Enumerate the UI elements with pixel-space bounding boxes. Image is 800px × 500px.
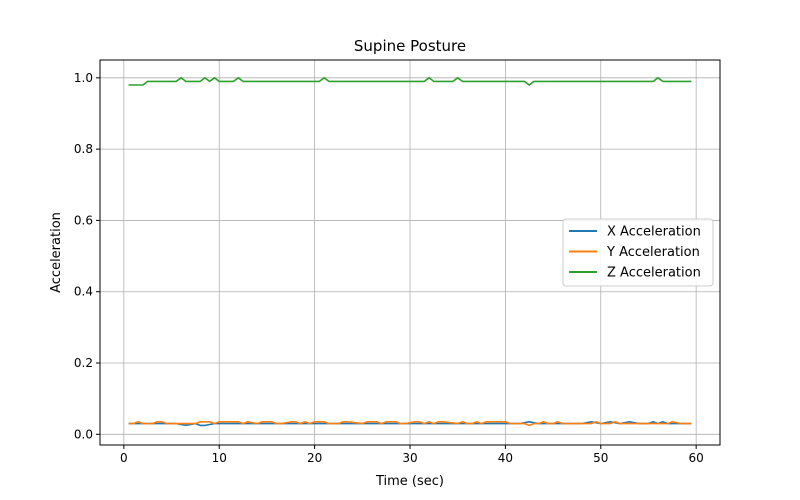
x-tick-label: 30 — [402, 451, 417, 465]
y-tick-label: 0.6 — [74, 213, 93, 227]
legend-label: Y Acceleration — [606, 245, 700, 260]
x-tick-label: 50 — [593, 451, 608, 465]
y-tick-label: 1.0 — [74, 71, 93, 85]
y-tick-label: 0.0 — [74, 427, 93, 441]
y-tick-label: 0.4 — [74, 285, 93, 299]
y-axis-label: Acceleration — [49, 212, 64, 293]
legend-label: X Acceleration — [607, 225, 701, 240]
x-tick-label: 60 — [689, 451, 704, 465]
chart-title: Supine Posture — [354, 37, 466, 55]
y-tick-label: 0.2 — [74, 356, 93, 370]
y-tick-label: 0.8 — [74, 142, 93, 156]
series-line-y-acceleration — [128, 420, 692, 427]
legend-label: Z Acceleration — [607, 266, 701, 281]
y-axis-ticks: 0.0 0.2 0.4 0.6 0.8 1.0 — [74, 71, 100, 441]
x-tick-label: 10 — [212, 451, 227, 465]
x-tick-label: 0 — [120, 451, 128, 465]
x-tick-label: 20 — [307, 451, 322, 465]
legend: X Acceleration Y Acceleration Z Accelerati… — [562, 218, 714, 287]
legend-box — [562, 218, 714, 287]
x-tick-label: 40 — [498, 451, 513, 465]
x-axis-label: Time (sec) — [375, 474, 444, 489]
series-line-x-acceleration — [128, 420, 692, 427]
series-layer — [128, 77, 692, 427]
x-axis-ticks: 0 10 20 30 40 50 60 — [120, 445, 704, 465]
series-line-z-acceleration — [128, 77, 692, 86]
